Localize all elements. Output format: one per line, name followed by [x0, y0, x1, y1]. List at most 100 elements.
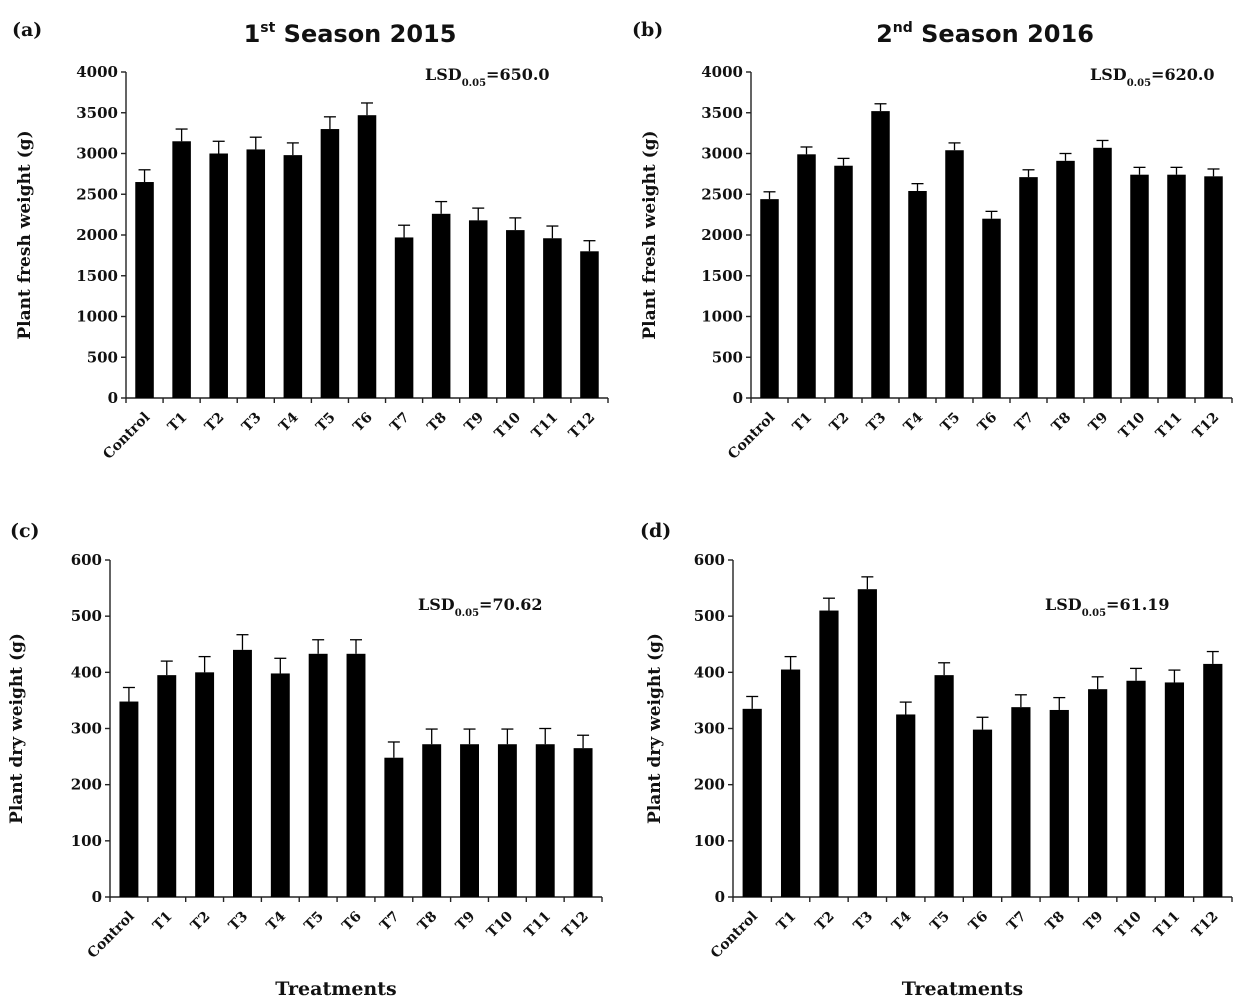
y-tick-label: 500: [694, 607, 725, 625]
bar-t3: [857, 589, 877, 897]
y-axis-label: Plant dry weight (g): [7, 633, 27, 824]
x-tick-label: T7: [1004, 909, 1030, 935]
chart-panel-c: (c) LSD0.05=70.62 0 100 200 300 400 500 600 Plant…: [7, 520, 603, 1000]
y-tick-label: 0: [92, 888, 102, 906]
y-tick-label: 500: [87, 348, 118, 366]
bar-t11: [535, 744, 555, 897]
bar-t3: [246, 149, 266, 398]
y-tick-label: 300: [71, 720, 102, 738]
y-tick-label: 400: [694, 663, 725, 681]
bar-t2: [819, 610, 839, 897]
bar-t7: [384, 757, 404, 897]
y-tick-label: 200: [694, 776, 725, 794]
bar-t8: [1049, 709, 1069, 897]
bar-t9: [460, 744, 479, 897]
bar-t5: [945, 150, 964, 398]
bar-control: [742, 708, 762, 897]
bar-t1: [172, 141, 191, 398]
lsd-annotation: LSD0.05=620.0: [1090, 65, 1215, 89]
x-tick-label: T2: [812, 909, 838, 935]
x-tick-label: T10: [484, 908, 517, 941]
x-axis-label: Treatments: [902, 978, 1023, 1000]
x-tick-label: T3: [226, 909, 252, 935]
bar-t5: [308, 653, 328, 897]
x-tick-label: T12: [559, 909, 591, 941]
x-tick-label: T1: [774, 909, 800, 935]
x-tick-label: T10: [1112, 908, 1145, 941]
x-tick-label: T3: [239, 410, 265, 436]
x-tick-label: Control: [100, 410, 153, 463]
y-tick-label: 3000: [76, 145, 118, 163]
x-tick-label: T5: [301, 909, 327, 935]
bar-t9: [1093, 147, 1112, 398]
bar-t7: [1011, 707, 1031, 897]
x-tick-label: T7: [377, 909, 403, 935]
x-tick-label: T7: [387, 410, 413, 436]
x-tick-label: T9: [1086, 410, 1112, 436]
bar-t6: [357, 115, 377, 398]
panel-label: (b): [632, 19, 663, 41]
y-tick-label: 2000: [701, 226, 743, 244]
x-tick-label: T8: [415, 909, 441, 935]
bar-t10: [497, 744, 517, 897]
x-tick-label: T5: [927, 909, 953, 935]
bar-t10: [506, 230, 525, 398]
bar-t3: [233, 649, 252, 897]
x-tick-label: T11: [1153, 410, 1185, 442]
bar-t12: [1203, 663, 1223, 897]
y-tick-label: 600: [71, 551, 102, 569]
x-tick-label: T9: [453, 909, 479, 935]
bar-t12: [1204, 176, 1223, 398]
x-tick-label: Control: [85, 909, 138, 962]
bar-t8: [1056, 160, 1075, 398]
x-tick-label: T12: [1190, 410, 1222, 442]
y-tick-label: 1500: [701, 267, 743, 285]
lsd-annotation: LSD0.05=61.19: [1045, 595, 1170, 619]
y-tick-label: 1500: [76, 267, 118, 285]
y-tick-label: 3500: [701, 104, 743, 122]
panel-label: (d): [640, 520, 671, 542]
chart-panel-a: (a) 1st Season 2015 LSD0.05=650.0 0 500 1000 1…: [12, 19, 609, 463]
x-tick-label: T4: [901, 409, 927, 435]
bar-t5: [934, 675, 954, 897]
bar-t4: [283, 155, 303, 398]
lsd-annotation: LSD0.05=70.62: [418, 595, 543, 619]
bar-t12: [580, 251, 599, 398]
y-tick-label: 100: [694, 832, 725, 850]
bar-t1: [157, 675, 177, 897]
x-tick-label: T3: [851, 909, 877, 935]
x-tick-label: T6: [350, 410, 376, 436]
y-tick-label: 0: [733, 389, 743, 407]
x-tick-label: T10: [1116, 409, 1149, 442]
chart-title: 1st Season 2015: [244, 20, 457, 48]
bar-t8: [422, 744, 442, 897]
bar-t9: [1088, 689, 1108, 897]
bar-t4: [908, 190, 927, 398]
x-tick-label: T4: [264, 908, 290, 934]
y-tick-label: 2000: [76, 226, 118, 244]
x-tick-label: T1: [165, 410, 191, 436]
x-tick-label: Control: [725, 410, 778, 463]
chart-panel-d: (d) LSD0.05=61.19 0 100 200 300 400 500 600 Plant…: [640, 520, 1233, 1000]
bar-t6: [972, 729, 993, 897]
bar-control: [119, 701, 139, 897]
x-tick-label: T4: [276, 409, 302, 435]
bar-t1: [797, 154, 816, 398]
x-tick-label: T6: [966, 909, 992, 935]
chart-title: 2nd Season 2016: [876, 20, 1094, 48]
x-tick-label: T7: [1012, 410, 1038, 436]
bar-control: [760, 199, 779, 398]
bar-t11: [1164, 682, 1185, 897]
y-tick-label: 300: [694, 720, 725, 738]
x-tick-label: T9: [1081, 909, 1107, 935]
bar-t2: [834, 165, 853, 398]
bar-t4: [896, 714, 916, 897]
x-tick-label: T4: [889, 908, 915, 934]
y-tick-label: 3000: [701, 145, 743, 163]
chart-panel-b: (b) 2nd Season 2016 LSD0.05=620.0 0 500 1000 1…: [632, 19, 1233, 463]
x-axis-label: Treatments: [275, 978, 396, 1000]
x-tick-label: T2: [202, 410, 228, 436]
bar-t8: [431, 213, 451, 398]
bar-t2: [195, 672, 215, 897]
x-tick-label: T8: [424, 410, 450, 436]
